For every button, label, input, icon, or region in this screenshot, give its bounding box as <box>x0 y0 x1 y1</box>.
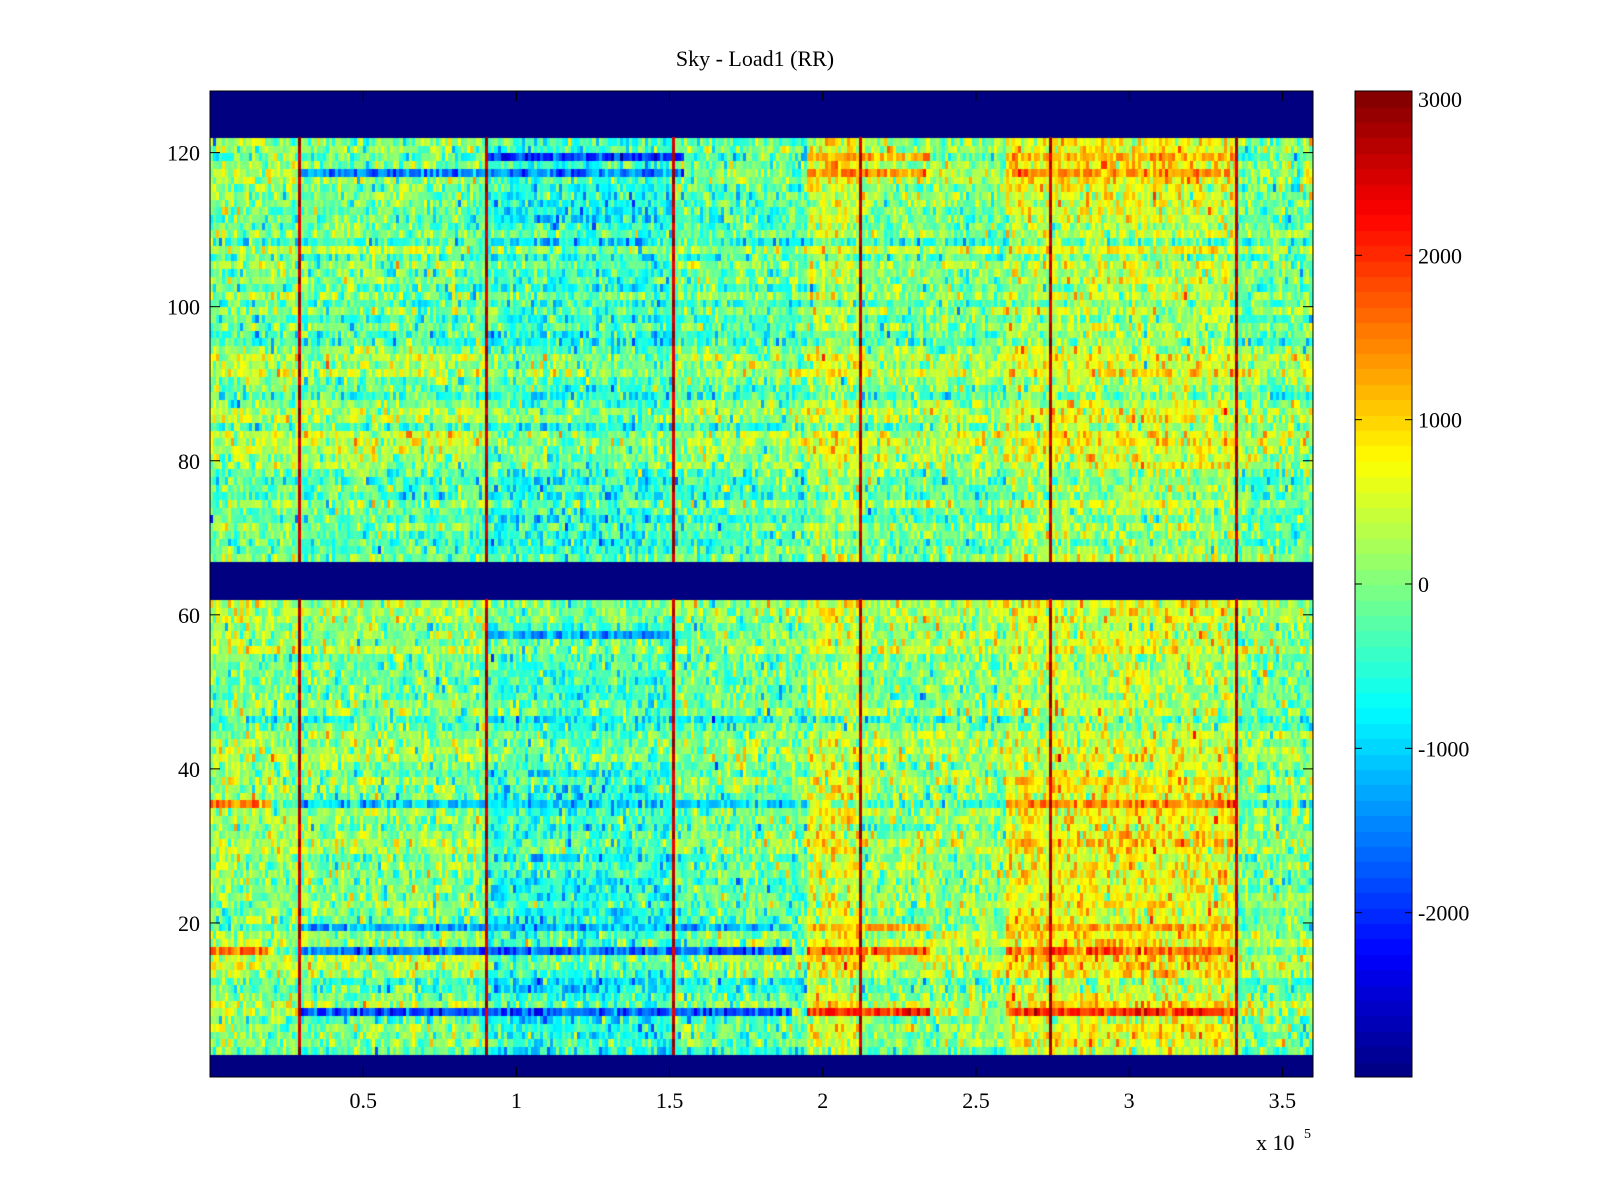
colorbar-tick-label: 0 <box>1418 572 1429 597</box>
x-tick-label: 1.5 <box>656 1088 684 1113</box>
colorbar-tick-label: 1000 <box>1418 408 1462 433</box>
x-tick-label: 3 <box>1124 1088 1135 1113</box>
x-axis-multiplier: x 10 <box>1256 1130 1295 1155</box>
y-tick-label: 80 <box>178 449 200 474</box>
y-tick-label: 40 <box>178 757 200 782</box>
x-tick-label: 2 <box>817 1088 828 1113</box>
y-tick-label: 20 <box>178 911 200 936</box>
x-tick-label: 0.5 <box>349 1088 377 1113</box>
x-tick-label: 3.5 <box>1269 1088 1297 1113</box>
y-tick-label: 60 <box>178 603 200 628</box>
y-tick-label: 120 <box>167 141 200 166</box>
colorbar-axis: 3000 2000 1000 0 -1000 -2000 <box>1355 87 1469 926</box>
colorbar-tick-label: 2000 <box>1418 243 1462 268</box>
colorbar-tick-label: 3000 <box>1418 87 1462 112</box>
x-tick-label: 2.5 <box>962 1088 990 1113</box>
heatmap-image <box>210 91 1313 1077</box>
y-tick-label: 100 <box>167 295 200 320</box>
colorbar-image <box>1355 91 1412 1077</box>
x-tick-label: 1 <box>511 1088 522 1113</box>
x-axis-multiplier-exponent: 5 <box>1304 1127 1311 1142</box>
y-axis: 20 40 60 80 100 120 <box>167 141 1313 936</box>
colorbar-tick-label: -1000 <box>1418 736 1469 761</box>
axes-frame <box>209 90 1314 1078</box>
x-axis: 0.5 1 1.5 2 2.5 3 3.5 <box>349 91 1296 1113</box>
chart-title: Sky - Load1 (RR) <box>676 46 834 71</box>
colorbar-tick-label: -2000 <box>1418 901 1469 926</box>
